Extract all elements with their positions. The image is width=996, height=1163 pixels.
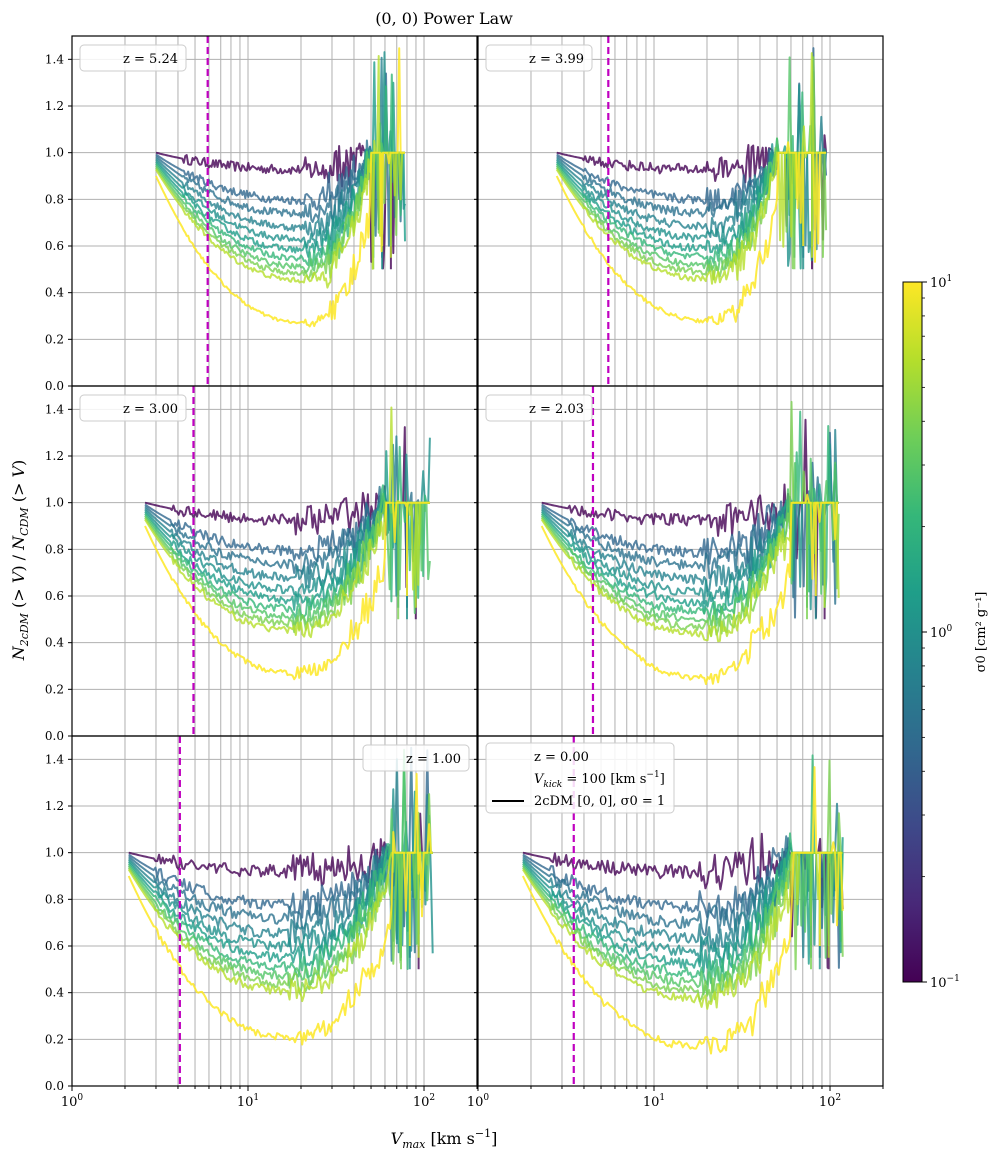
series-line-sigma-7 xyxy=(540,501,840,643)
y-tick-label: 0.8 xyxy=(45,892,64,906)
x-axis-label: Vmax [km s−1] xyxy=(391,1127,498,1151)
legend-frame xyxy=(485,742,675,814)
series-line-sigma-7 xyxy=(144,406,430,639)
legend-box: z = 0.00 Vkick = 100 [km s−1] 2cDM [0, 0],… xyxy=(485,742,675,814)
legend-redshift: z = 1.00 xyxy=(406,752,461,767)
y-tick-label: 0.2 xyxy=(45,1032,64,1046)
y-tick-label: 0.0 xyxy=(45,1079,64,1093)
y-tick-label: 0.2 xyxy=(45,332,64,346)
y-tick-label: 0.2 xyxy=(45,682,64,696)
series-line-sigma-10 xyxy=(127,772,433,1046)
y-tick-label: 0.6 xyxy=(45,589,64,603)
y-tick-label: 1.2 xyxy=(45,99,64,113)
panel-4: z = 2.03 xyxy=(474,385,884,737)
y-tick-label: 0.8 xyxy=(45,192,64,206)
series-group xyxy=(127,746,434,1046)
colorbar: 101 100 10−1 σ0 [cm² g⁻¹] xyxy=(902,274,989,991)
svg-text:Vmax [km s−1]: Vmax [km s−1] xyxy=(391,1127,498,1151)
series-group xyxy=(521,754,844,1055)
series-line-sigma-10 xyxy=(155,47,405,328)
legend-redshift: z = 2.03 xyxy=(529,402,584,417)
legend-box: z = 3.99 xyxy=(485,44,593,72)
y-tick-label: 1.2 xyxy=(45,449,64,463)
legend-box: z = 3.00 xyxy=(79,394,187,422)
series-line-sigma-10 xyxy=(540,493,839,685)
panel-6: 100 101 102 z = 0.00 Vkick = 100 [km s−1] 2cD… xyxy=(467,735,884,1110)
x-tick-label: 100 xyxy=(467,1093,490,1110)
y-tick-label: 1.2 xyxy=(45,799,64,813)
series-group xyxy=(555,47,828,326)
y-tick-label: 1.0 xyxy=(45,146,64,160)
legend-box: z = 2.03 xyxy=(485,394,593,422)
legend-redshift: z = 5.24 xyxy=(123,52,178,67)
panel-frame xyxy=(477,735,884,1087)
y-tick-label: 0.6 xyxy=(45,939,64,953)
y-tick-label: 1.4 xyxy=(45,752,64,766)
colorbar-ticks: 101 100 10−1 xyxy=(922,274,960,991)
series-group xyxy=(540,400,840,685)
series-line-sigma-10 xyxy=(521,766,844,1055)
panel-1: 0.0 0.2 0.4 0.6 0.8 1.0 1.2 1.4 z = 5.24 xyxy=(45,35,478,393)
series-line-sigma-7 xyxy=(522,851,843,1010)
colorbar-tick-label: 101 xyxy=(930,274,952,291)
x-tick-label: 100 xyxy=(61,1093,84,1110)
legend-frame xyxy=(485,44,593,72)
svg-text:N2cDM (> V) / NCDM (> V): N2cDM (> V) / NCDM (> V) xyxy=(9,460,31,662)
series-line-sigma-7 xyxy=(155,55,405,289)
series-group xyxy=(144,406,431,681)
panel-frame xyxy=(71,735,478,1087)
colorbar-tick-label: 10−1 xyxy=(930,974,960,991)
x-tick-label: 101 xyxy=(643,1093,665,1110)
series-line-sigma-7 xyxy=(555,52,827,285)
y-axis-label: N2cDM (> V) / NCDM (> V) xyxy=(9,460,31,662)
legend-redshift: z = 3.00 xyxy=(123,402,178,417)
series-line-sigma-10 xyxy=(555,141,827,326)
legend-redshift: z = 0.00 xyxy=(534,750,589,765)
panel-2: z = 3.99 xyxy=(474,35,884,387)
y-tick-label: 1.0 xyxy=(45,846,64,860)
y-tick-label: 1.0 xyxy=(45,496,64,510)
legend-frame xyxy=(485,394,593,422)
y-tick-label: 0.4 xyxy=(45,986,64,1000)
legend-frame xyxy=(362,744,470,772)
colorbar-tick-label: 100 xyxy=(930,624,953,641)
legend-frame xyxy=(79,44,187,72)
y-tick-label: 1.4 xyxy=(45,52,64,66)
panel-3: 0.0 0.2 0.4 0.6 0.8 1.0 1.2 1.4 z = 3.00 xyxy=(45,385,478,743)
y-tick-label: 0.0 xyxy=(45,729,64,743)
y-tick-label: 0.4 xyxy=(45,636,64,650)
legend-frame xyxy=(79,394,187,422)
legend-vkick: Vkick = 100 [km s−1] xyxy=(534,770,665,790)
colorbar-label: σ0 [cm² g⁻¹] xyxy=(974,592,989,673)
legend-box: z = 5.24 xyxy=(79,44,187,72)
x-tick-label: 102 xyxy=(819,1093,841,1110)
y-tick-label: 0.8 xyxy=(45,542,64,556)
grid-lines xyxy=(72,36,477,386)
chart-title: (0, 0) Power Law xyxy=(375,9,513,28)
y-tick-label: 0.0 xyxy=(45,379,64,393)
x-tick-label: 102 xyxy=(413,1093,435,1110)
panel-5: 0.0 0.2 0.4 0.6 0.8 1.0 1.2 1.4 100 101 102 z = 1.0… xyxy=(45,735,478,1110)
y-tick-label: 0.4 xyxy=(45,286,64,300)
series-line-sigma-5 xyxy=(127,793,433,996)
series-line-sigma-5 xyxy=(540,400,840,638)
legend-box: z = 1.00 xyxy=(362,744,470,772)
colorbar-gradient xyxy=(902,281,923,983)
x-tick-label: 101 xyxy=(237,1093,259,1110)
legend-line-label: 2cDM [0, 0], σ0 = 1 xyxy=(534,794,665,809)
svg-text:σ0 [cm² g⁻¹]: σ0 [cm² g⁻¹] xyxy=(974,592,989,673)
panels-group: 0.0 0.2 0.4 0.6 0.8 1.0 1.2 1.4 z = 5.24 z = 3.99… xyxy=(45,35,884,1110)
series-line-sigma-5 xyxy=(522,759,844,1003)
y-tick-label: 1.4 xyxy=(45,402,64,416)
series-group xyxy=(155,47,406,328)
legend-redshift: z = 3.99 xyxy=(529,52,584,67)
y-tick-label: 0.6 xyxy=(45,239,64,253)
